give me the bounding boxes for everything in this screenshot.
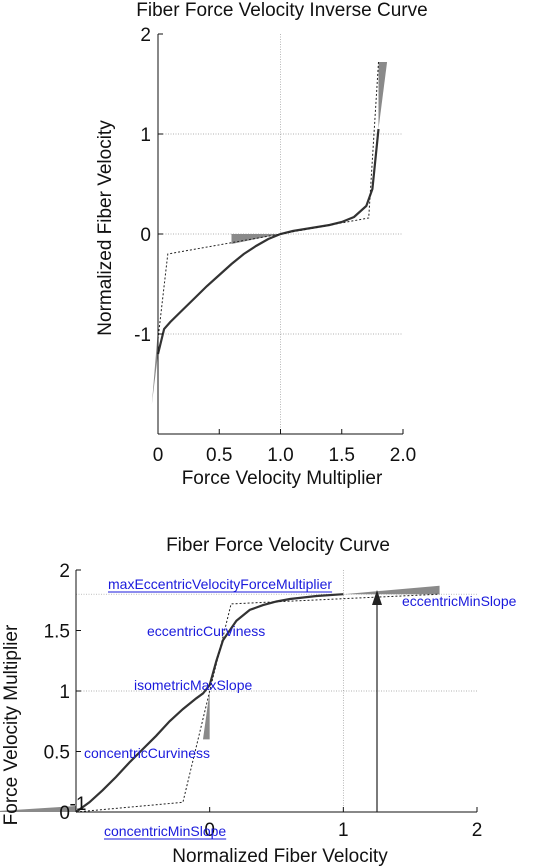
x-axis-label: Force Velocity Multiplier [182,468,383,489]
x-tick-label: 0.5 [206,445,232,466]
x-tick-label: 1.5 [329,445,355,466]
annotation-label: concentricMinSlope [104,823,226,839]
y-tick-label: 0 [140,225,151,246]
curve-line [75,593,344,813]
x-tick-label: -1 [70,794,87,815]
x-axis-label: Normalized Fiber Velocity [172,846,388,866]
slope-wedge [378,62,388,129]
y-tick-label: 2 [140,25,151,46]
y-axis-label: Normalized Fiber Velocity [95,120,116,336]
slope-wedge [231,234,281,244]
control-polygon-line [75,593,440,813]
annotation-label: maxEccentricVelocityForceMultiplier [108,576,332,592]
slope-wedge [202,691,210,740]
chart-title: Fiber Force Velocity Inverse Curve [136,0,427,21]
y-tick-label: -1 [134,325,151,346]
x-tick-label: 0 [153,445,164,466]
y-tick-label: 1.5 [44,622,70,643]
y-axis-label: Force Velocity Multiplier [1,624,22,825]
annotation-label: isometricMaxSlope [134,677,252,693]
curve-line [156,128,380,355]
y-tick-label: 1 [59,682,70,703]
control-polygon-line [157,61,379,340]
y-tick-label: 0.5 [44,743,70,764]
x-tick-label: 2.0 [390,445,416,466]
force-velocity-curve-panel: -10 1 200.511.52 Fiber Force Velocity Curv… [0,535,517,866]
x-tick-label: 1.0 [267,445,293,466]
max-velocity-arrow [372,590,382,812]
slope-wedge [343,585,440,595]
y-tick-label: 2 [59,561,70,582]
annotation-label: eccentricMinSlope [402,593,517,609]
chart-title: Fiber Force Velocity Curve [166,535,390,556]
slope-wedge [0,805,76,812]
x-tick-label: 1 [338,820,349,841]
inverse-curve-panel: 0 0.5 1.0 1.5 2.0 -1 0 1 2 Fiber Force Velocity … [95,0,428,489]
y-tick-label: 0 [59,803,70,824]
x-tick-label: 0 [204,820,215,841]
y-tick-label: 1 [140,125,151,146]
annotation-label: eccentricCurviness [147,623,265,639]
slope-wedge [151,329,158,404]
annotation-label: concentricCurviness [84,745,210,761]
x-tick-label: 2 [472,820,483,841]
